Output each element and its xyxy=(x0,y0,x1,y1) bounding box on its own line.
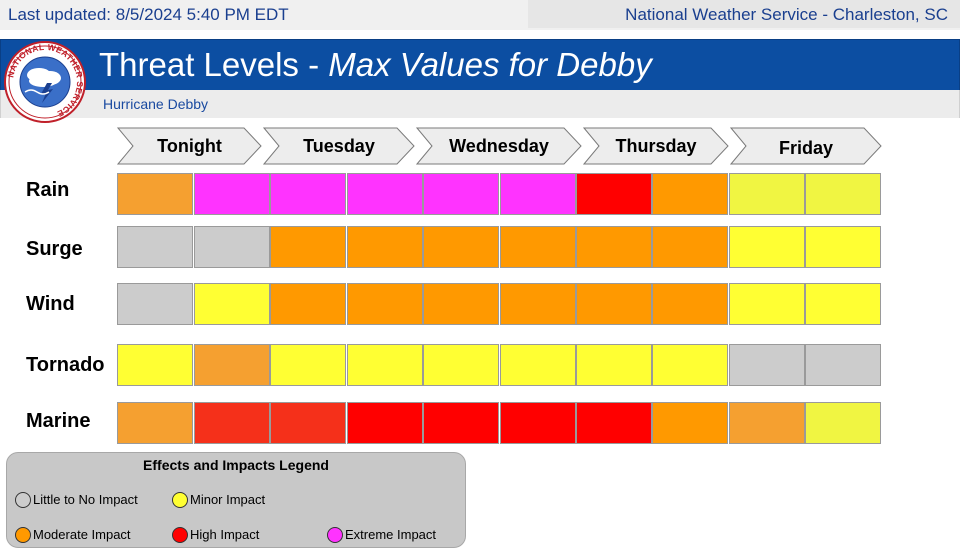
row-label-surge: Surge xyxy=(26,238,83,260)
impact-legend: Effects and Impacts Legend Little to No … xyxy=(6,452,466,548)
day-arrow-shape xyxy=(416,127,582,165)
threat-cell xyxy=(423,226,499,268)
day-header-tonight: Tonight xyxy=(117,127,262,165)
threat-cell xyxy=(500,226,576,268)
nws-logo: NATIONAL WEATHER SERVICE xyxy=(4,41,86,123)
threat-cell xyxy=(117,344,193,386)
threat-cell xyxy=(423,402,499,444)
threat-cell xyxy=(423,344,499,386)
day-arrow-shape xyxy=(117,127,262,165)
legend-swatch-icon xyxy=(327,526,343,543)
row-label-wind: Wind xyxy=(26,293,75,315)
legend-item: Moderate Impact xyxy=(15,526,131,543)
title-banner: Threat Levels - Max Values for Debby xyxy=(0,39,960,91)
threat-cell xyxy=(729,226,805,268)
threat-cell xyxy=(576,173,652,215)
threat-cell xyxy=(500,283,576,325)
threat-cell xyxy=(117,402,193,444)
day-header-wednesday: Wednesday xyxy=(416,127,582,165)
legend-item: Minor Impact xyxy=(172,491,265,508)
legend-title: Effects and Impacts Legend xyxy=(143,457,329,473)
day-label: Thursday xyxy=(615,136,697,156)
threat-cell xyxy=(500,344,576,386)
threat-cell xyxy=(347,402,423,444)
threat-cell xyxy=(729,283,805,325)
legend-label: High Impact xyxy=(190,527,260,543)
threat-cell xyxy=(117,226,193,268)
threat-cell xyxy=(270,344,346,386)
threat-cell xyxy=(194,283,270,325)
title-storm: Max Values for Debby xyxy=(328,46,652,83)
title-main: Threat Levels - xyxy=(99,46,329,83)
legend-item: High Impact xyxy=(172,526,259,543)
threat-cell xyxy=(500,402,576,444)
threat-cell xyxy=(270,283,346,325)
threat-cell xyxy=(576,226,652,268)
legend-label: Extreme Impact xyxy=(345,527,437,543)
legend-label: Moderate Impact xyxy=(33,527,131,543)
legend-swatch-icon xyxy=(15,491,31,508)
threat-cell xyxy=(117,173,193,215)
day-arrow-shape xyxy=(263,127,415,165)
day-arrow-shape xyxy=(583,127,729,165)
threat-cell xyxy=(652,344,728,386)
threat-cell xyxy=(117,283,193,325)
subtitle-bar xyxy=(0,90,960,118)
legend-swatch-icon xyxy=(15,526,31,543)
threat-cell xyxy=(729,344,805,386)
threat-cell xyxy=(576,344,652,386)
threat-cell xyxy=(500,173,576,215)
office-panel xyxy=(528,0,960,28)
threat-cell xyxy=(652,226,728,268)
threat-cell xyxy=(347,283,423,325)
threat-cell xyxy=(347,344,423,386)
legend-item: Little to No Impact xyxy=(15,491,138,508)
threat-cell xyxy=(194,173,270,215)
legend-swatch-icon xyxy=(172,526,188,543)
day-label: Wednesday xyxy=(449,136,549,156)
threat-cell xyxy=(270,402,346,444)
threat-cell xyxy=(652,402,728,444)
threat-cell xyxy=(194,402,270,444)
legend-label: Little to No Impact xyxy=(33,492,138,508)
threat-cell xyxy=(194,344,270,386)
day-arrow-shape xyxy=(730,127,882,165)
threat-cell xyxy=(805,402,881,444)
last-updated-text: Last updated: 8/5/2024 5:40 PM EDT xyxy=(8,5,289,24)
threat-cell xyxy=(805,283,881,325)
threat-cell xyxy=(729,402,805,444)
day-header-friday: Friday xyxy=(730,127,882,165)
threat-cell xyxy=(576,402,652,444)
threat-cell xyxy=(576,283,652,325)
threat-cell xyxy=(729,173,805,215)
threat-cell xyxy=(347,173,423,215)
threat-cell xyxy=(423,173,499,215)
row-label-marine: Marine xyxy=(26,410,91,432)
row-label-tornado: Tornado xyxy=(26,354,105,376)
top-bar: Last updated: 8/5/2024 5:40 PM EDT Natio… xyxy=(0,0,960,30)
day-label: Friday xyxy=(778,138,834,158)
page-title: Threat Levels - Max Values for Debby xyxy=(99,46,652,84)
day-label: Tonight xyxy=(157,136,222,156)
threat-cell xyxy=(652,173,728,215)
legend-label: Minor Impact xyxy=(190,492,266,508)
threat-cell xyxy=(652,283,728,325)
office-name: National Weather Service - Charleston, S… xyxy=(625,5,948,24)
threat-cell xyxy=(270,226,346,268)
threat-cell xyxy=(805,344,881,386)
threat-cell xyxy=(347,226,423,268)
day-label: Tuesday xyxy=(303,136,375,156)
threat-cell xyxy=(805,173,881,215)
day-header-thursday: Thursday xyxy=(583,127,729,165)
storm-subtitle: Hurricane Debby xyxy=(103,96,209,112)
legend-swatch-icon xyxy=(172,491,188,508)
legend-item: Extreme Impact xyxy=(327,526,436,543)
day-header-tuesday: Tuesday xyxy=(263,127,415,165)
threat-cell xyxy=(805,226,881,268)
threat-cell xyxy=(270,173,346,215)
row-label-rain: Rain xyxy=(26,179,70,201)
threat-cell xyxy=(194,226,270,268)
threat-cell xyxy=(423,283,499,325)
